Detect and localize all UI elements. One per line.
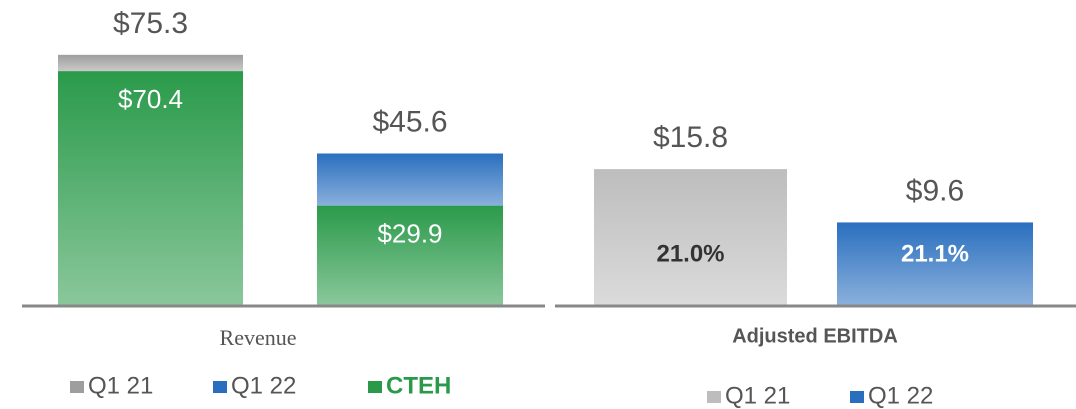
legend-swatch [368,381,382,393]
legend-label: Q1 22 [231,372,296,399]
legend-label: Q1 21 [88,372,153,399]
x-axis-label: Adjusted EBITDA [732,325,898,347]
bar-segment [317,153,503,206]
legend-label: CTEH [386,372,451,399]
legend-swatch [70,381,84,393]
value-label: $70.4 [118,84,183,114]
value-label: $15.8 [653,121,728,154]
bar-segment [837,222,1033,305]
margin-label: 21.0% [656,240,724,267]
bar-segment [58,71,243,305]
legend-label: Q1 22 [868,382,933,409]
legend-swatch [850,391,864,403]
total-label: $75.3 [113,7,188,40]
bar-segment [317,205,503,305]
bar-segment [58,54,243,72]
margin-label: 21.1% [901,240,969,267]
legend-label: Q1 21 [725,382,790,409]
legend-swatch [213,381,227,393]
total-label: $45.6 [372,105,447,138]
bar-segment [594,169,787,305]
legend-swatch [707,391,721,403]
x-axis-label: Revenue [220,325,297,350]
value-label: $9.6 [906,174,964,207]
value-label: $29.9 [377,219,442,249]
